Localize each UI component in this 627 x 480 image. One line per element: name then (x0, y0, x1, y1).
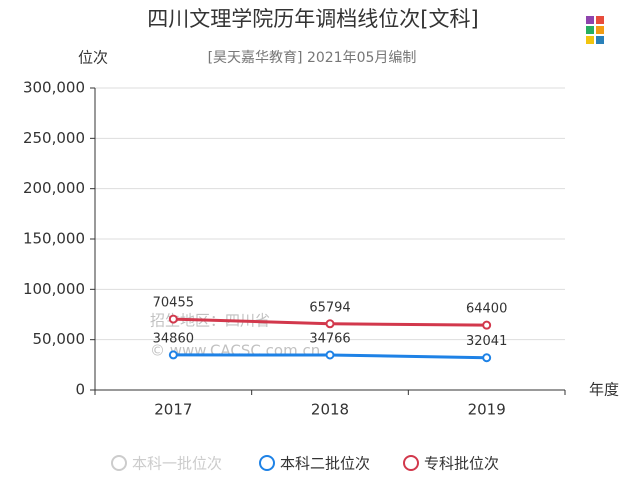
x-axis-label: 年度 (589, 381, 619, 399)
data-point (482, 320, 492, 330)
chart-subtitle: [昊天嘉华教育] 2021年05月编制 (208, 50, 417, 66)
legend-label[interactable]: 专科批位次 (424, 455, 499, 473)
legend-label[interactable]: 本科二批位次 (280, 455, 370, 473)
data-label: 34860 (153, 331, 194, 346)
legend-icon[interactable] (259, 455, 275, 471)
y-tick-label: 50,000 (33, 330, 86, 348)
data-label: 34766 (309, 332, 350, 347)
data-label: 65794 (309, 300, 350, 315)
legend-icon[interactable] (111, 455, 127, 471)
data-point (168, 314, 178, 324)
x-tick-label: 2017 (154, 401, 192, 419)
data-point (168, 350, 178, 360)
chart-title: 四川文理学院历年调档线位次[文科] (147, 7, 478, 31)
y-tick-label: 100,000 (23, 280, 85, 298)
y-tick-label: 200,000 (23, 179, 85, 197)
logo (586, 16, 604, 44)
x-tick-label: 2018 (311, 401, 349, 419)
data-label: 70455 (153, 296, 194, 311)
data-point (325, 319, 335, 329)
y-tick-label: 250,000 (23, 129, 85, 147)
legend-icon[interactable] (403, 455, 419, 471)
legend-label[interactable]: 本科一批位次 (132, 455, 222, 473)
y-tick-label: 300,000 (23, 79, 85, 97)
x-tick-label: 2019 (468, 401, 506, 419)
y-tick-label: 0 (75, 381, 85, 399)
y-axis-label: 位次 (78, 49, 108, 67)
y-tick-label: 150,000 (23, 230, 85, 248)
data-point (325, 350, 335, 360)
data-label: 64400 (466, 302, 507, 317)
data-point (482, 353, 492, 363)
data-label: 32041 (466, 334, 507, 349)
